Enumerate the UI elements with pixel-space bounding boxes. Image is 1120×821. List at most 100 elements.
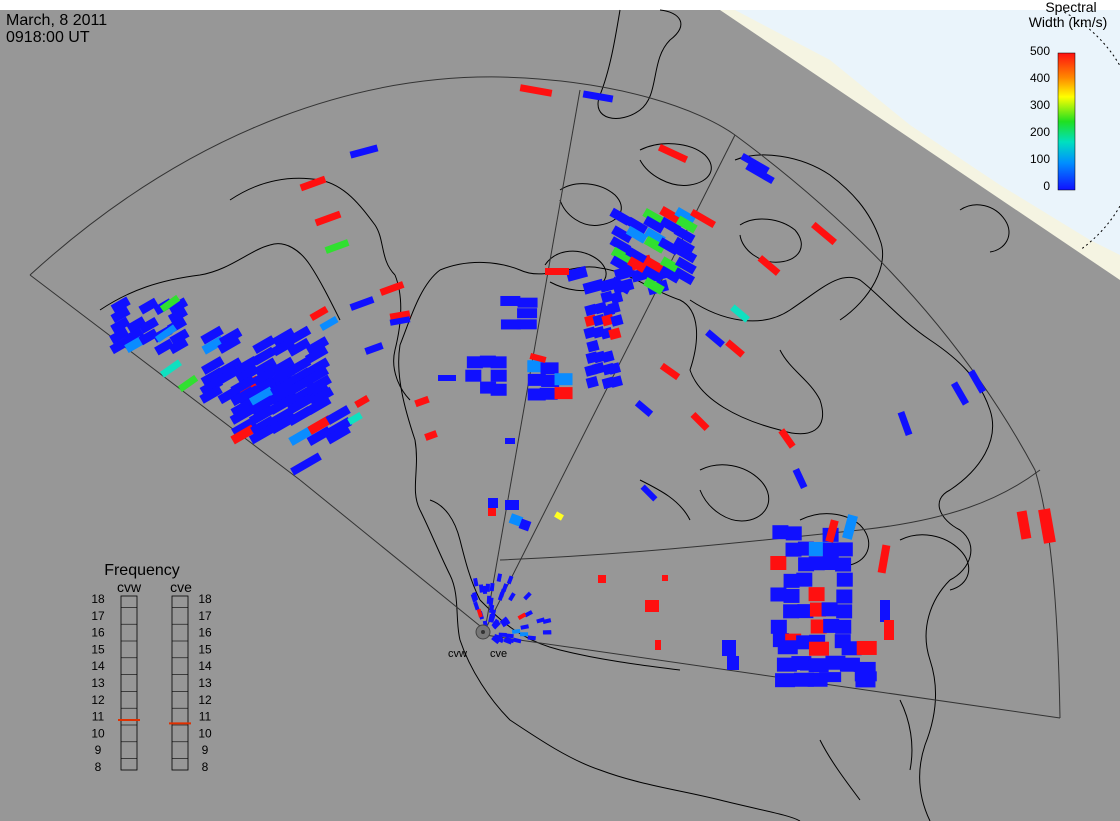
echo-cell (819, 672, 842, 683)
echo-cell (645, 600, 659, 612)
echo-cell (841, 641, 862, 656)
echo-cell (705, 329, 725, 348)
echo-cell (822, 542, 839, 557)
echo-cell (643, 277, 665, 295)
echo-cell (248, 424, 275, 445)
echo-cell (154, 338, 175, 356)
echo-cell (836, 589, 853, 604)
frequency-tick-label: 11 (92, 710, 105, 724)
echo-cell (523, 591, 532, 601)
echo-cell (675, 245, 698, 264)
echo-cell (783, 588, 800, 603)
echo-cell (1016, 510, 1032, 540)
echo-cell (230, 375, 256, 396)
echo-cell (808, 587, 825, 602)
echo-cell (496, 573, 503, 582)
echo-cell (591, 362, 606, 375)
echo-cell (856, 640, 877, 655)
echo-cell (884, 620, 894, 640)
echo-cell (785, 542, 802, 557)
frequency-tick-label: 8 (202, 760, 209, 774)
echo-cell (306, 357, 331, 377)
echo-cell (797, 604, 814, 619)
echo-cell (640, 484, 658, 502)
echo-cell (783, 573, 800, 588)
dotted-latitude-circle (1059, 9, 1120, 251)
echo-cell (675, 215, 698, 234)
echo-cell (490, 369, 507, 382)
echo-cell (609, 276, 632, 295)
echo-cell (822, 556, 839, 571)
echo-cell (897, 411, 913, 436)
echo-cell (500, 295, 521, 306)
echo-cell (757, 255, 781, 276)
echo-cell (608, 327, 622, 341)
echo-cell (657, 237, 680, 256)
fov-inner-arc (499, 469, 1041, 561)
echo-cell (249, 395, 275, 416)
echo-cell (821, 602, 838, 617)
echo-cell (491, 635, 500, 645)
echo-cell (286, 406, 313, 426)
echo-cell (438, 375, 456, 381)
echo-cell (110, 296, 131, 314)
echo-cell (508, 513, 524, 527)
echo-cell (473, 577, 479, 587)
echo-cell (554, 511, 564, 521)
echo-cell (169, 328, 190, 346)
colorbar-tick-500: 500 (1030, 44, 1050, 58)
echo-cell (810, 619, 827, 634)
echo-cell (177, 374, 199, 393)
echo-cell (853, 661, 876, 672)
echo-cell (219, 357, 243, 377)
echo-cell (109, 327, 130, 345)
echo-cell (476, 608, 483, 618)
echo-cell (491, 618, 500, 628)
echo-cell (600, 290, 614, 304)
echo-cell (271, 356, 295, 376)
echo-cell (299, 175, 327, 192)
echo-cell (489, 582, 495, 592)
frequency-columns (120, 595, 189, 771)
echo-cell (473, 601, 480, 611)
daylight-region (735, 10, 1120, 255)
frequency-column-cve (171, 595, 189, 771)
echo-cell (505, 438, 515, 444)
echo-cell (308, 386, 334, 407)
echo-cell (610, 246, 633, 265)
echo-cell (109, 337, 130, 355)
echo-cell (609, 207, 632, 226)
echo-cell (727, 656, 739, 670)
echo-cell (610, 291, 624, 304)
echo-cell (808, 556, 825, 571)
colorbar-gradient (1057, 52, 1076, 191)
fov-west-edge (29, 274, 301, 481)
colorbar-tick-100: 100 (1030, 152, 1050, 166)
echo-cell (586, 339, 600, 353)
echo-cell (305, 365, 330, 385)
echo-cell (486, 595, 492, 604)
echo-cell (465, 369, 482, 382)
echo-cell (625, 246, 648, 265)
fov-east-edge (484, 634, 1061, 719)
echo-cell (159, 294, 181, 313)
frequency-tick-label: 17 (91, 609, 105, 623)
echo-cell (252, 335, 276, 355)
echo-cell (508, 592, 516, 602)
echo-cell (825, 519, 839, 543)
echo-cell (414, 395, 430, 408)
echo-cell (306, 395, 332, 416)
echo-cell (325, 405, 351, 425)
radar-echo-cells (109, 84, 1056, 688)
echo-cell (154, 324, 178, 343)
echo-cell (326, 417, 353, 437)
echo-cell (811, 221, 837, 246)
echo-cell (288, 367, 312, 387)
echo-cell (488, 613, 494, 623)
echo-cell (200, 367, 225, 387)
echo-cell (836, 604, 853, 619)
echo-cell (424, 430, 438, 441)
echo-cell (287, 356, 312, 376)
echo-cell (271, 327, 296, 347)
